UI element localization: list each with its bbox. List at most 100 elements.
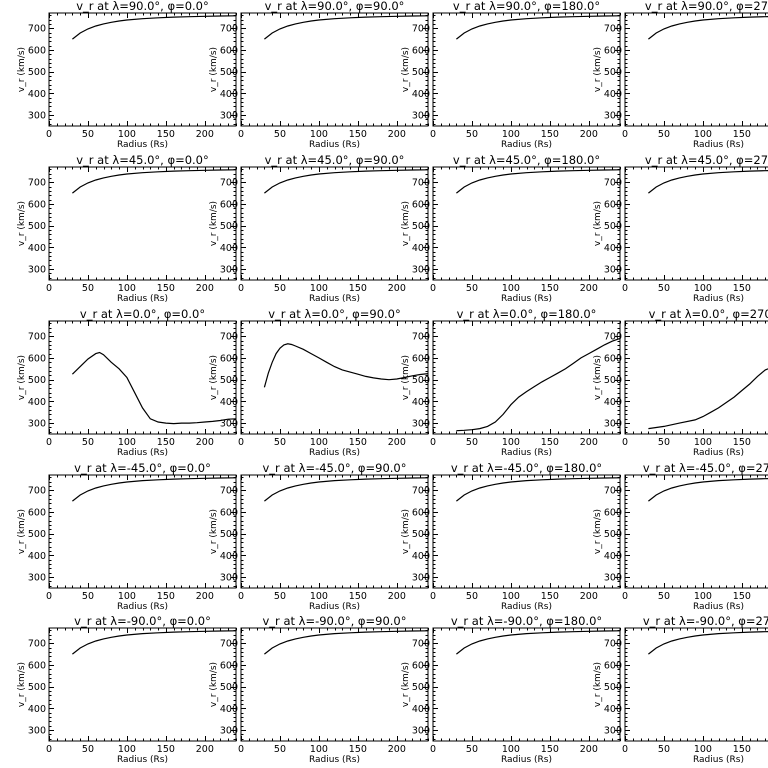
x-tick-label: 150 [349, 283, 367, 294]
y-tick-label: 700 [412, 178, 430, 189]
subplot-title: v_r at λ=90.0°, φ=0.0° [76, 0, 209, 13]
y-tick-label: 300 [604, 265, 622, 276]
subplot-title: v_r at λ=-90.0°, φ=180.0° [451, 614, 602, 628]
y-tick-label: 500 [28, 682, 46, 693]
series-line-1 [264, 477, 429, 502]
series-line-1 [456, 337, 621, 432]
subplot-title: v_r at λ=-45.0°, φ=270.0° [643, 461, 768, 475]
x-tick-label: 150 [541, 744, 559, 755]
subplot-title: v_r at λ=-45.0°, φ=180.0° [451, 461, 602, 475]
axes-frame [48, 320, 237, 435]
y-tick-label: 700 [604, 639, 622, 650]
axes-frame [624, 166, 768, 281]
x-axis-label: Radius (Rs) [309, 755, 360, 765]
y-tick-label: 600 [604, 353, 622, 364]
x-axis-label: Radius (Rs) [309, 294, 360, 304]
y-tick-label: 600 [412, 353, 430, 364]
y-tick-label: 500 [28, 221, 46, 232]
series-line-1 [648, 631, 768, 655]
y-tick-label: 600 [28, 199, 46, 210]
y-tick-label: 400 [220, 397, 238, 408]
x-tick-label: 200 [580, 283, 598, 294]
x-axis-label: Radius (Rs) [501, 294, 552, 304]
y-tick-label: 300 [412, 726, 430, 737]
x-tick-label: 0 [622, 129, 628, 140]
x-tick-label: 200 [388, 591, 406, 602]
y-tick-label: 600 [412, 45, 430, 56]
y-tick-label: 700 [28, 332, 46, 343]
x-tick-label: 0 [430, 129, 436, 140]
subplot-title: v_r at λ=90.0°, φ=270.0° [645, 0, 768, 13]
x-tick-label: 200 [388, 744, 406, 755]
axes-frame [432, 474, 621, 589]
y-tick-label: 600 [28, 660, 46, 671]
axes-frame [624, 474, 768, 589]
x-tick-label: 0 [622, 591, 628, 602]
y-tick-label: 600 [412, 507, 430, 518]
y-tick-label: 300 [412, 265, 430, 276]
y-axis-label: v_r (km/s) [401, 201, 411, 246]
axes-frame [240, 627, 429, 742]
y-tick-label: 500 [412, 67, 430, 78]
series-line-1 [648, 368, 768, 430]
y-tick-label: 700 [604, 178, 622, 189]
series-line-1 [456, 630, 621, 655]
x-axis-label: Radius (Rs) [693, 602, 744, 612]
y-tick-label: 400 [28, 89, 46, 100]
y-axis-label: v_r (km/s) [17, 662, 27, 707]
y-tick-label: 500 [220, 375, 238, 386]
x-tick-label: 50 [82, 744, 94, 755]
y-tick-label: 700 [28, 486, 46, 497]
subplot-18: v_r at λ=-90.0°, φ=90.0° 0 50 100 150 200 300 4… [209, 614, 429, 765]
y-tick-label: 400 [412, 551, 430, 562]
y-axis-label: v_r (km/s) [593, 47, 603, 92]
x-axis-label: Radius (Rs) [117, 140, 168, 150]
subplot-title: v_r at λ=45.0°, φ=270.0° [645, 153, 768, 167]
y-tick-label: 600 [220, 353, 238, 364]
y-tick-label: 300 [412, 111, 430, 122]
x-axis-label: Radius (Rs) [693, 294, 744, 304]
axes-frame [624, 12, 768, 127]
x-tick-label: 0 [430, 437, 436, 448]
subplot-4: v_r at λ=90.0°, φ=270.0°0501001502003004… [593, 0, 768, 150]
x-tick-label: 150 [157, 437, 175, 448]
x-axis-label: Radius (Rs) [501, 140, 552, 150]
y-tick-label: 600 [604, 45, 622, 56]
y-tick-label: 600 [28, 353, 46, 364]
y-tick-label: 400 [604, 243, 622, 254]
subplot-title: v_r at λ=0.0°, φ=270.0° [649, 307, 768, 321]
x-tick-label: 200 [388, 129, 406, 140]
y-tick-label: 400 [604, 551, 622, 562]
x-tick-label: 100 [502, 591, 520, 602]
y-tick-label: 700 [604, 332, 622, 343]
y-tick-label: 400 [28, 704, 46, 715]
x-tick-label: 0 [238, 283, 244, 294]
y-tick-label: 300 [220, 111, 238, 122]
x-tick-label: 100 [502, 744, 520, 755]
axes-frame [48, 166, 237, 281]
x-tick-label: 50 [82, 437, 94, 448]
y-tick-label: 600 [604, 507, 622, 518]
x-tick-label: 150 [157, 591, 175, 602]
x-tick-label: 100 [502, 129, 520, 140]
x-tick-label: 0 [238, 591, 244, 602]
x-tick-label: 50 [82, 129, 94, 140]
subplot-title: v_r at λ=-90.0°, φ=270.0° [643, 614, 768, 628]
x-tick-label: 150 [349, 437, 367, 448]
y-tick-label: 300 [28, 265, 46, 276]
subplot-12: v_r at λ=0.0°, φ=270.0°05010015020030040… [593, 307, 768, 458]
series-line-1 [71, 351, 237, 425]
x-tick-label: 0 [238, 129, 244, 140]
y-axis-label: v_r (km/s) [17, 201, 27, 246]
x-tick-label: 100 [694, 283, 712, 294]
x-tick-label: 50 [274, 437, 286, 448]
y-tick-label: 300 [412, 419, 430, 430]
x-tick-label: 100 [694, 129, 712, 140]
x-tick-label: 200 [580, 744, 598, 755]
y-tick-label: 400 [412, 704, 430, 715]
x-tick-label: 150 [349, 591, 367, 602]
subplot-title: v_r at λ=0.0°, φ=180.0° [457, 307, 597, 321]
y-tick-label: 700 [604, 24, 622, 35]
y-tick-label: 300 [28, 419, 46, 430]
x-tick-label: 100 [118, 129, 136, 140]
